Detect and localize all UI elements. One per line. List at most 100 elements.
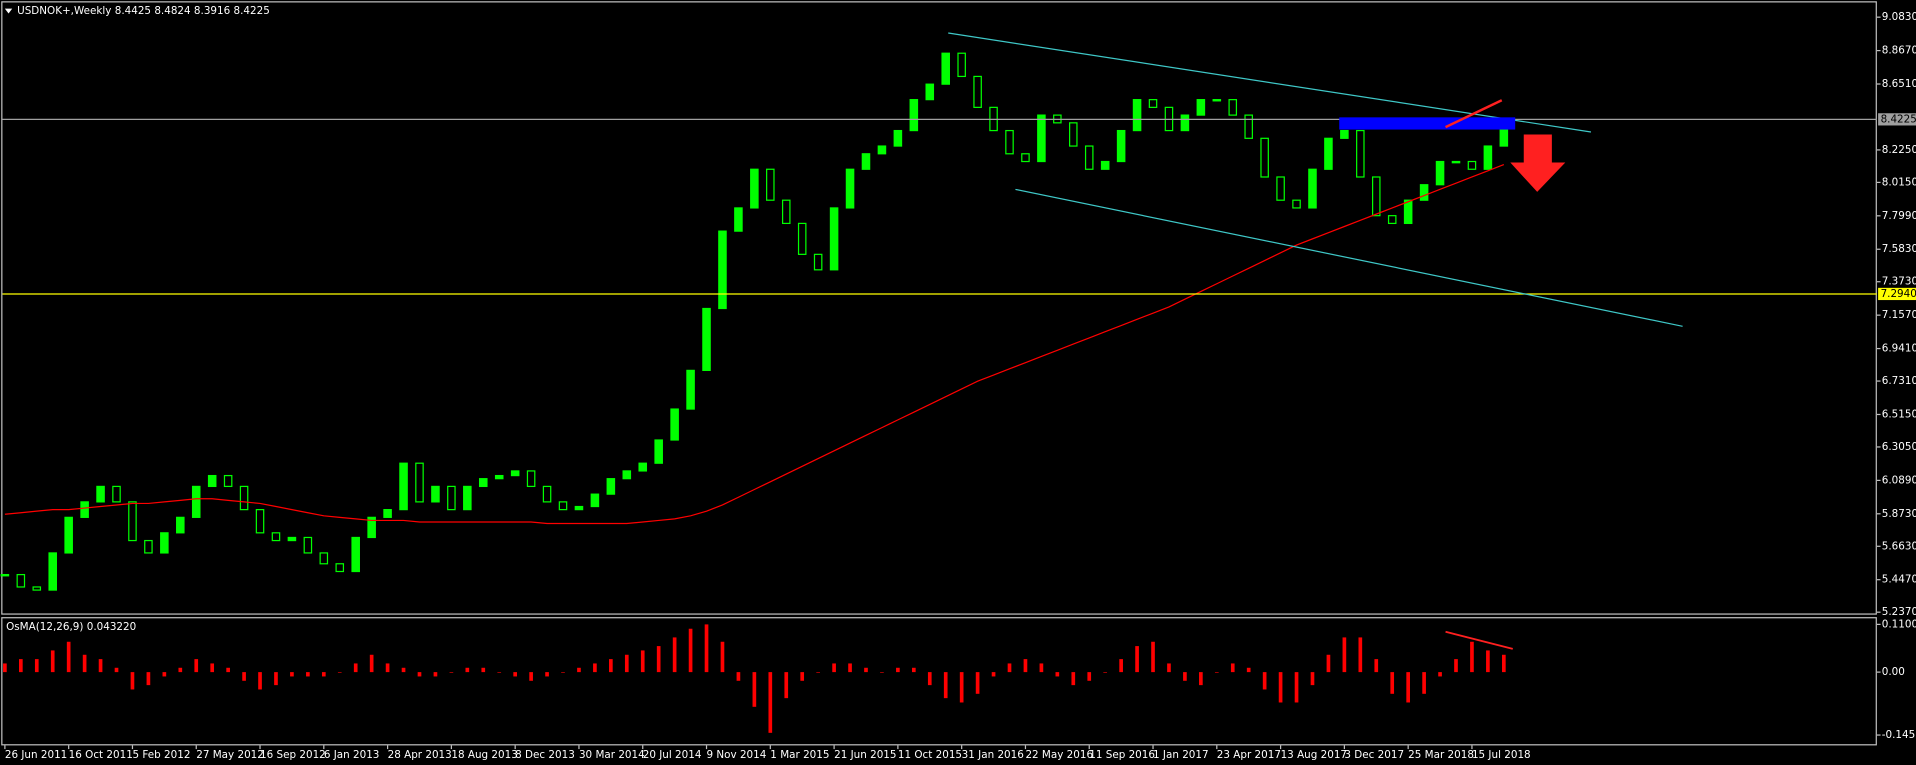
candle — [702, 307, 711, 371]
osma-bar — [210, 663, 215, 673]
osma-bar — [82, 654, 87, 673]
x-tick-label: 16 Oct 2011 — [69, 749, 133, 761]
x-tick-label: 9 Nov 2014 — [707, 749, 767, 761]
candle — [494, 474, 504, 480]
osma-bar — [1103, 672, 1108, 673]
osma-divergence-line — [1445, 630, 1513, 650]
x-tick-label: 28 Apr 2013 — [388, 749, 452, 761]
x-tick-label: 3 Dec 2017 — [1344, 749, 1404, 761]
osma-bar — [34, 659, 39, 673]
candle — [271, 532, 281, 542]
osma-bar — [226, 667, 230, 673]
down-arrow — [1510, 134, 1566, 192]
osma-bar — [242, 672, 246, 681]
resistance-zone — [1339, 117, 1516, 130]
y-tick-label: 6.7310 — [1882, 375, 1916, 387]
candle — [877, 145, 887, 155]
osma-bar — [1055, 672, 1060, 677]
osma-bar — [1262, 672, 1267, 690]
level-label: 8.4225 — [1881, 113, 1916, 125]
y-tick-label: 7.5830 — [1882, 243, 1916, 255]
osma-bar — [768, 672, 773, 733]
candle — [957, 52, 966, 78]
candle — [829, 207, 839, 271]
candle — [510, 470, 520, 477]
osma-bar — [1214, 672, 1219, 673]
candle — [1132, 99, 1142, 132]
candle — [638, 462, 648, 472]
candle — [112, 485, 121, 503]
candle — [861, 153, 871, 170]
candle — [1069, 122, 1078, 147]
y-tick-label: 5.2370 — [1882, 606, 1916, 618]
candle — [654, 439, 663, 464]
candle — [144, 539, 153, 554]
x-tick-label: 22 May 2016 — [1025, 749, 1093, 761]
candle — [287, 536, 297, 542]
osma-bar — [1183, 672, 1187, 681]
candle — [1467, 160, 1477, 170]
y-tick-label: 8.8670 — [1882, 45, 1916, 57]
candle — [160, 532, 169, 554]
candle — [207, 474, 217, 488]
candle — [1021, 153, 1030, 163]
candle — [191, 485, 201, 518]
y-tick-label: 9.0830 — [1882, 11, 1916, 23]
candle — [909, 99, 919, 132]
candle — [1371, 176, 1381, 217]
candle — [1084, 145, 1094, 170]
osma-bar — [401, 667, 406, 673]
level-label-box — [1878, 287, 1916, 301]
osma-bar — [481, 667, 486, 673]
osma-bar — [1039, 663, 1044, 673]
osma-bar — [832, 663, 836, 673]
candle — [1483, 145, 1493, 170]
osma-bar — [19, 659, 23, 673]
candle — [48, 552, 58, 591]
candle — [542, 485, 552, 503]
main-frame — [1, 1, 1877, 615]
candle — [367, 516, 376, 539]
plot — [0, 52, 1877, 733]
candle — [1308, 168, 1317, 209]
candle — [925, 83, 935, 101]
candle — [1324, 137, 1333, 170]
candle — [1260, 137, 1269, 178]
candle — [447, 485, 456, 511]
osma-bar — [98, 659, 103, 673]
y-tick-label: 7.3730 — [1882, 276, 1916, 288]
osma-bar — [1294, 672, 1299, 703]
x-tick-label: 20 Jul 2014 — [643, 749, 702, 761]
candle — [941, 52, 950, 85]
candle — [1244, 114, 1253, 139]
x-tick-label: 31 Jan 2016 — [962, 749, 1024, 761]
osma-bar — [1151, 641, 1155, 673]
osma-bar — [513, 672, 518, 677]
candle — [1292, 199, 1301, 209]
osma-bar — [1374, 659, 1379, 673]
osma-bar — [417, 672, 422, 677]
osma-bar — [911, 667, 916, 673]
candle — [973, 75, 982, 108]
x-tick-label: 8 Dec 2013 — [515, 749, 575, 761]
osma-bar — [1406, 672, 1410, 703]
candle — [526, 470, 536, 488]
candle — [734, 207, 743, 232]
candle — [1148, 99, 1158, 108]
y-tick-label: 0.110049 — [1882, 618, 1916, 630]
osma-bar — [353, 663, 358, 673]
candle — [1356, 129, 1365, 178]
candle — [1116, 129, 1126, 163]
osma-bar — [194, 659, 199, 673]
candle — [16, 573, 26, 588]
osma-bar — [66, 641, 71, 673]
candle — [797, 222, 807, 255]
candle — [670, 408, 679, 441]
osma-bar — [497, 672, 502, 673]
moving-average — [4, 164, 1505, 525]
candle — [606, 478, 616, 495]
osma-bar — [1454, 659, 1458, 673]
indicator-title: OsMA(12,26,9) 0.043220 — [6, 621, 136, 633]
osma-bar — [290, 672, 294, 677]
